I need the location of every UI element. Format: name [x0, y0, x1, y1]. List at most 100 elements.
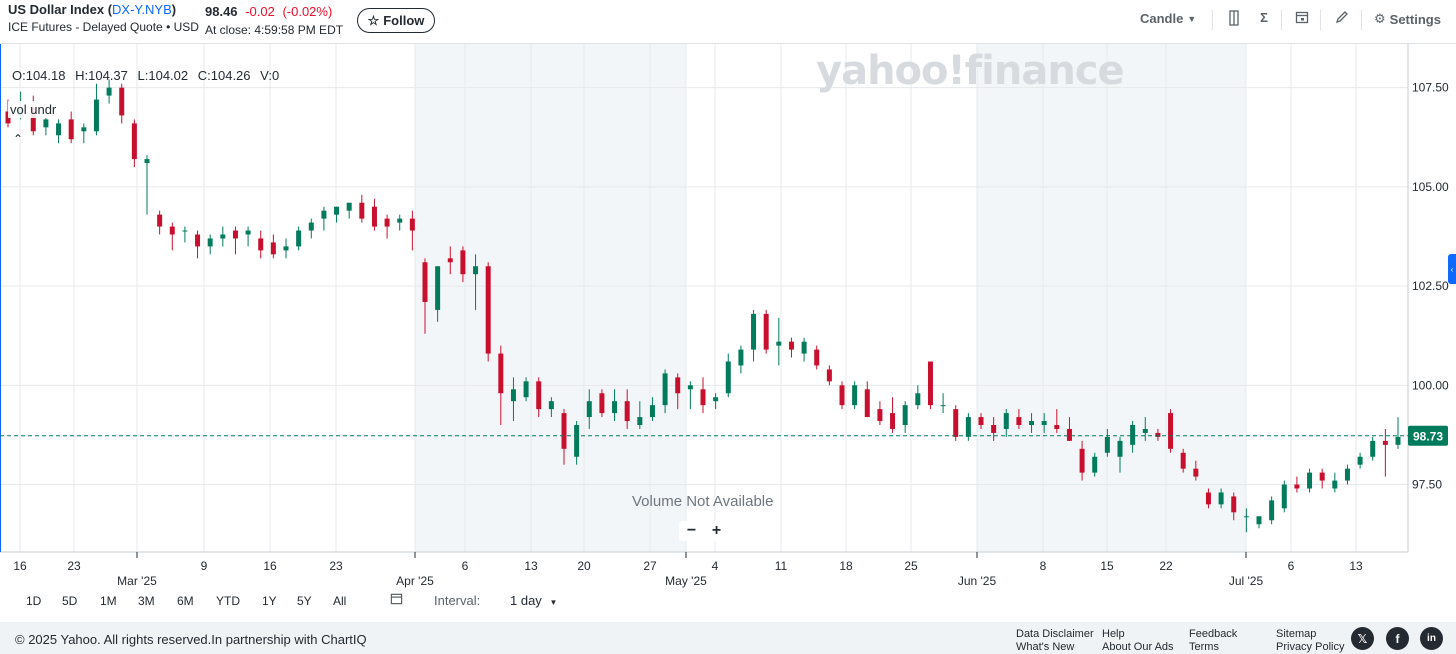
settings-button[interactable]: ⚙ Settings — [1374, 11, 1441, 27]
symbol-link[interactable]: DX-Y.NYB — [112, 2, 172, 17]
x-day-label: 8 — [1040, 559, 1047, 573]
sigma-icon[interactable]: Σ — [1260, 10, 1268, 25]
candle-body — [283, 246, 289, 251]
footer-link[interactable]: Privacy Policy — [1276, 641, 1345, 653]
candle-body — [195, 234, 201, 247]
candle-body — [599, 393, 605, 414]
zoom-out-button[interactable]: − — [686, 522, 697, 539]
chevron-left-icon: ‹ — [1450, 264, 1454, 274]
candle-body — [1344, 468, 1350, 481]
study-label[interactable]: vol undr — [8, 101, 59, 118]
x-day-label: 6 — [1288, 559, 1295, 573]
candle-body — [144, 159, 150, 164]
candle-body — [890, 413, 896, 429]
range-button-1m[interactable]: 1M — [100, 594, 117, 608]
candle-body — [927, 361, 933, 406]
candle-body — [624, 401, 630, 422]
footer-link[interactable]: About Our Ads — [1102, 641, 1174, 653]
candle-body — [371, 206, 377, 227]
candle-body — [713, 397, 719, 402]
title-prefix: US Dollar Index ( — [8, 2, 113, 17]
footer-link[interactable]: Feedback — [1189, 628, 1238, 640]
range-button-1y[interactable]: 1Y — [262, 594, 277, 608]
close-time: At close: 4:59:58 PM EDT — [205, 23, 344, 37]
range-button-5y[interactable]: 5Y — [297, 594, 312, 608]
range-button-ytd[interactable]: YTD — [216, 594, 240, 608]
volume-not-available: Volume Not Available — [632, 493, 774, 510]
candle-body — [106, 87, 112, 96]
toolbar-divider — [1320, 10, 1321, 30]
y-tick-label: 107.50 — [1412, 81, 1449, 95]
linkedin-icon[interactable]: in — [1420, 627, 1443, 650]
candle-body — [1294, 484, 1300, 489]
candle-body — [334, 206, 340, 215]
chart-canvas[interactable]: 107.50 105.00 102.50 100.00 97.50 16 23 9 16 23 6 1… — [0, 44, 1456, 590]
footer-link[interactable]: What's New — [1016, 641, 1075, 653]
date-range-calendar-icon[interactable] — [390, 592, 403, 608]
candle-body — [258, 238, 264, 251]
candle-body — [207, 238, 213, 247]
footer-link[interactable]: Data Disclaimer — [1016, 628, 1094, 640]
pencil-icon[interactable] — [1334, 10, 1350, 28]
footer-link[interactable]: Sitemap — [1276, 628, 1317, 640]
candle-body — [245, 230, 251, 235]
candle-body — [1231, 496, 1237, 513]
candle-body — [1307, 472, 1313, 489]
candle-body — [182, 230, 188, 232]
footer-link[interactable]: Terms — [1189, 641, 1219, 653]
price-chart[interactable]: 107.50 105.00 102.50 100.00 97.50 16 23 9 16 23 6 1… — [0, 44, 1456, 590]
footer-link[interactable]: Help — [1102, 628, 1125, 640]
x-day-label: 18 — [839, 559, 853, 573]
candle-body — [700, 389, 706, 406]
candle-body — [1104, 436, 1110, 453]
settings-label: Settings — [1389, 11, 1441, 27]
side-panel-toggle[interactable]: ‹ — [1448, 254, 1456, 284]
toolbar-divider — [1281, 10, 1282, 30]
candle-body — [751, 313, 757, 350]
chart-type-select[interactable]: Candle ▼ — [1140, 11, 1196, 26]
candle-body — [296, 230, 302, 247]
candle-body — [826, 369, 832, 382]
candle-body — [397, 218, 403, 223]
candle-body — [169, 226, 175, 235]
calendar-icon[interactable] — [1294, 10, 1310, 28]
candle-body — [852, 385, 858, 406]
candle-body — [447, 258, 453, 263]
zoom-in-button[interactable]: + — [711, 522, 722, 539]
x-day-label: 16 — [13, 559, 27, 573]
toolbar-divider — [1361, 10, 1362, 30]
interval-select[interactable]: 1 day ▼ — [510, 593, 557, 608]
x-month-label: Jun '25 — [958, 574, 997, 588]
x-day-label: 22 — [1159, 559, 1173, 573]
candle-body — [1041, 421, 1047, 425]
range-button-5d[interactable]: 5D — [62, 594, 78, 608]
y-tick-label: 97.50 — [1412, 478, 1442, 492]
chevron-up-icon[interactable]: ⌃ — [13, 132, 24, 146]
range-button-all[interactable]: All — [333, 594, 347, 608]
range-button-1d[interactable]: 1D — [26, 594, 42, 608]
last-price: 98.46 — [205, 4, 238, 19]
follow-button[interactable]: ☆ Follow — [357, 8, 435, 33]
ohlc-low: L:104.02 — [137, 68, 189, 83]
x-day-label: 27 — [643, 559, 657, 573]
range-button-3m[interactable]: 3M — [138, 594, 155, 608]
candle-body — [561, 413, 567, 449]
candle-body — [498, 353, 504, 394]
range-button-6m[interactable]: 6M — [177, 594, 194, 608]
x-month-label: Apr '25 — [396, 574, 434, 588]
zoom-control: − + — [679, 521, 729, 541]
candle-body — [864, 389, 870, 418]
x-day-label: 6 — [462, 559, 469, 573]
x-day-label: 11 — [775, 559, 788, 573]
candle-body — [1117, 440, 1123, 457]
facebook-icon[interactable]: f — [1386, 627, 1409, 650]
compare-icon[interactable] — [1226, 10, 1242, 28]
candle-body — [586, 401, 592, 418]
candle-body — [801, 341, 807, 354]
candle-body — [473, 266, 479, 275]
candle-body — [435, 266, 441, 310]
x-icon[interactable]: 𝕏 — [1351, 627, 1374, 650]
candle-body — [232, 230, 238, 239]
price-change: -0.02 — [245, 4, 275, 19]
candle-body — [675, 377, 681, 394]
